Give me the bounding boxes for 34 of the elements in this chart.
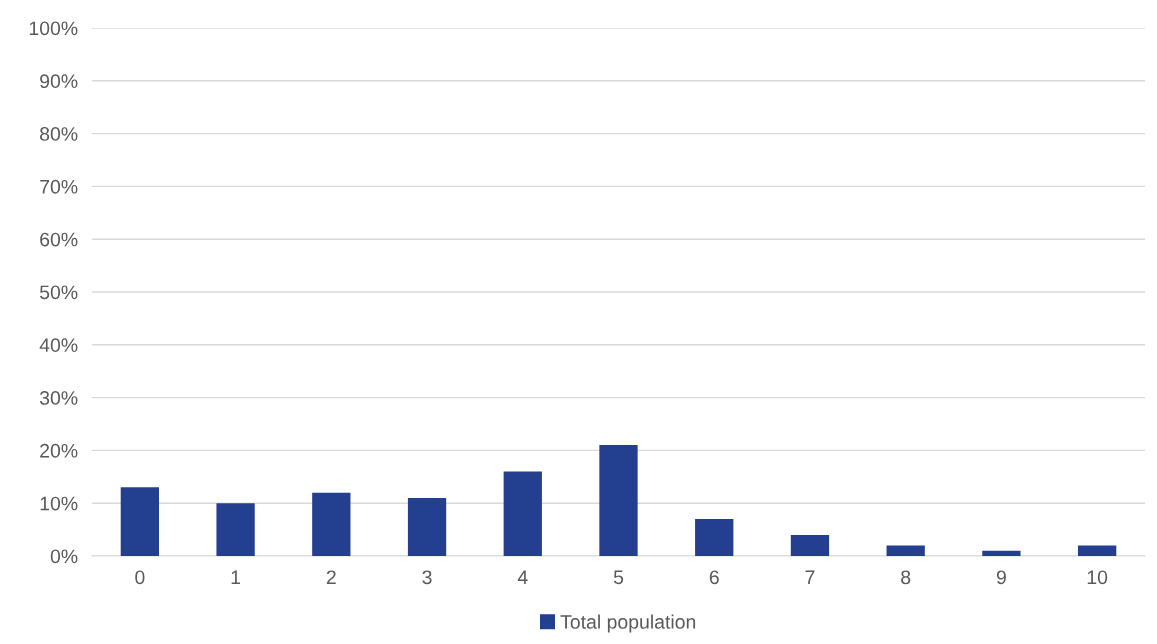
y-tick-label: 0% xyxy=(50,549,78,564)
bar xyxy=(695,519,734,556)
y-tick-label: 80% xyxy=(40,127,78,141)
bar xyxy=(407,497,447,556)
y-tick-label: 60% xyxy=(40,232,78,247)
y-tick-label: 50% xyxy=(39,285,78,300)
bar xyxy=(503,471,542,556)
bar xyxy=(886,545,925,556)
y-tick-label: 40% xyxy=(39,338,78,353)
x-tick-label: 3 xyxy=(422,570,432,585)
x-tick-label: 0 xyxy=(135,570,145,585)
bar xyxy=(1077,545,1117,556)
bar xyxy=(312,492,351,556)
x-tick-label: 6 xyxy=(709,570,719,585)
y-tick-label: 90% xyxy=(40,74,78,89)
y-tick-label: 100% xyxy=(29,21,78,36)
x-tick-label: 9 xyxy=(996,570,1006,585)
x-tick-label: 10 xyxy=(1087,570,1108,585)
bar xyxy=(790,534,830,556)
x-tick-label: 5 xyxy=(613,570,624,585)
bar xyxy=(120,487,160,556)
bar xyxy=(982,550,1021,556)
y-tick-label: 10% xyxy=(40,496,78,511)
bar xyxy=(216,503,255,556)
x-tick-label: 4 xyxy=(517,570,528,584)
y-tick-label: 70% xyxy=(40,179,78,194)
x-tick-label: 7 xyxy=(805,570,815,584)
y-tick-label: 20% xyxy=(40,443,78,458)
bar xyxy=(599,445,638,556)
y-tick-label: 30% xyxy=(39,391,78,405)
x-tick-label: 2 xyxy=(326,570,336,584)
x-tick-label: 8 xyxy=(901,570,911,585)
legend-label: Total population xyxy=(560,614,696,633)
x-tick-label: 1 xyxy=(231,570,241,584)
